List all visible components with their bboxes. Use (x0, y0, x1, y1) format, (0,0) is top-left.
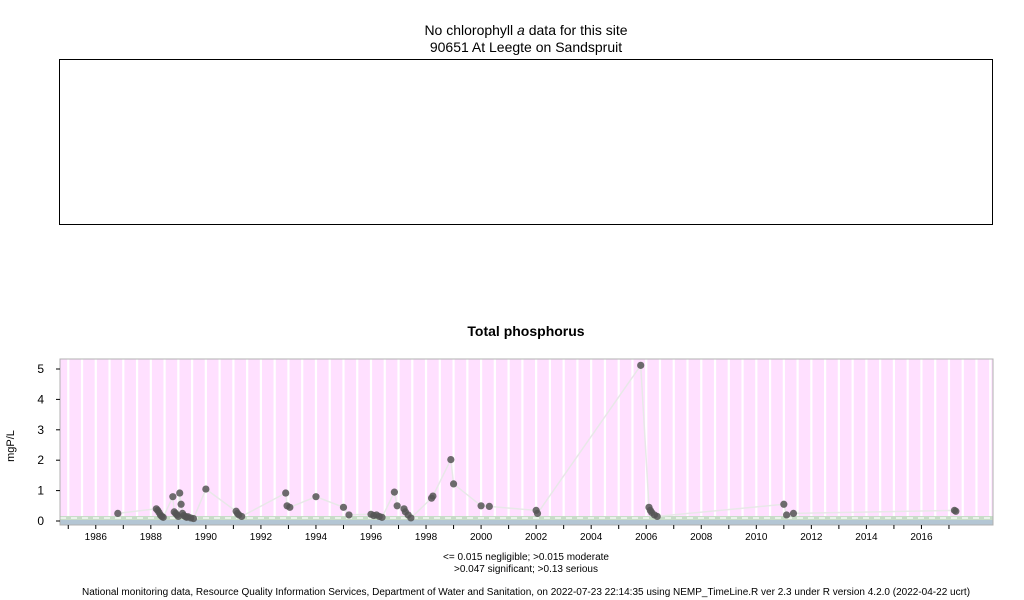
data-point (637, 361, 645, 369)
x-tick-label: 2000 (470, 532, 493, 543)
data-point (189, 514, 198, 523)
data-point (449, 480, 458, 488)
x-tick-label: 1990 (195, 532, 218, 543)
data-point (485, 502, 493, 511)
y-tick-label: 4 (37, 392, 44, 406)
data-point (286, 503, 294, 511)
threshold-legend-line-2: >0.047 significant; >0.13 serious (454, 564, 598, 575)
data-point (312, 493, 320, 501)
data-point (114, 509, 122, 517)
data-point (653, 512, 661, 521)
x-tick-label: 1988 (140, 532, 163, 543)
x-tick-label: 2006 (635, 532, 658, 543)
data-point (477, 502, 485, 510)
data-point (345, 511, 353, 519)
data-point (789, 509, 798, 517)
data-point (390, 488, 398, 496)
data-point (202, 485, 210, 493)
no-data-prefix: No chlorophyll (424, 22, 514, 38)
plot-background (60, 359, 993, 525)
no-data-italic: a (517, 22, 525, 38)
data-point (159, 513, 167, 521)
x-tick-label: 2014 (855, 532, 878, 543)
data-point (339, 503, 348, 511)
data-point (176, 489, 184, 497)
data-point (429, 492, 437, 500)
no-data-suffix: data for this site (528, 22, 628, 38)
y-tick-label: 0 (37, 514, 44, 528)
data-point (952, 507, 960, 515)
y-axis-label: mgP/L (5, 430, 17, 462)
site-title: 90651 At Leegte on Sandspruit (429, 39, 623, 55)
threshold-band-significant (60, 520, 993, 525)
data-point (533, 509, 542, 517)
x-tick-label: 1994 (305, 532, 328, 543)
data-point (447, 455, 455, 464)
data-point (169, 493, 177, 501)
data-point (782, 511, 791, 519)
x-tick-label: 1996 (360, 532, 383, 543)
x-tick-label: 2002 (525, 532, 548, 543)
y-tick-label: 1 (37, 484, 44, 498)
y-tick-label: 5 (37, 362, 44, 376)
y-tick-label: 3 (37, 423, 44, 437)
threshold-legend-line-1: <= 0.015 negligible; >0.015 moderate (443, 552, 609, 563)
data-point (378, 513, 386, 521)
x-tick-label: 1992 (250, 532, 273, 543)
no-data-title: No chlorophyll a data for this site (0, 22, 1024, 38)
plot-frame (59, 358, 994, 526)
x-tick-label: 2012 (800, 532, 823, 543)
x-tick-label: 1986 (85, 532, 108, 543)
total-phosphorus-chart: 0 1 2 3 4 5 mgP/L 1986 1988 1990 1992 1994 1996 1998 2… (5, 358, 994, 543)
data-point (407, 514, 415, 522)
x-tick-label: 1998 (415, 532, 438, 543)
x-tick-label: 2016 (910, 532, 933, 543)
x-tick-label: 2008 (690, 532, 713, 543)
footer-credit: National monitoring data, Resource Quali… (81, 587, 971, 598)
y-tick-label: 2 (37, 453, 44, 467)
data-point (177, 500, 185, 508)
data-point (393, 502, 401, 510)
empty-chlorophyll-panel (59, 59, 993, 225)
x-tick-label: 2010 (745, 532, 768, 543)
data-point (780, 500, 788, 508)
chart-title: Total phosphorus (467, 323, 585, 339)
x-tick-label: 2004 (580, 532, 603, 543)
data-point (282, 489, 290, 497)
data-point (238, 512, 246, 521)
